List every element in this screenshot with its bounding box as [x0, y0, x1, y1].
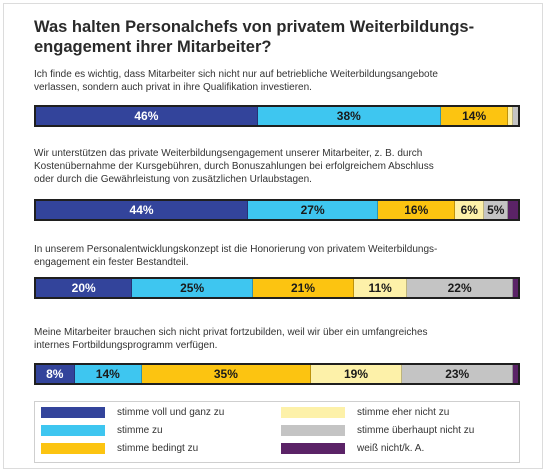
data-label: 23%: [445, 367, 469, 381]
title-line-1: Was halten Personalchefs von privatem We…: [34, 17, 534, 37]
bar-segment: [513, 107, 518, 125]
bar-segment: 46%: [36, 107, 258, 125]
legend-swatch: [281, 443, 345, 454]
legend: stimme voll und ganz zu stimme zu stimme b…: [34, 401, 520, 463]
legend-item: stimme zu: [41, 425, 163, 436]
data-label: 35%: [214, 367, 238, 381]
legend-swatch: [281, 407, 345, 418]
data-label: 46%: [134, 109, 158, 123]
question-text-line: engagement ein fester Bestandteil.: [34, 256, 524, 269]
legend-swatch: [41, 407, 105, 418]
stacked-bar: 20% 25% 21% 11% 22%: [34, 277, 520, 299]
bar-segment: 6%: [455, 201, 484, 219]
stacked-bar: 44% 27% 16% 6% 5%: [34, 199, 520, 221]
question-text-line: internes Fortbildungsprogramm verfügen.: [34, 339, 524, 352]
data-label: 14%: [462, 109, 486, 123]
bar-segment: 44%: [36, 201, 248, 219]
legend-label: stimme zu: [117, 425, 163, 436]
legend-label: stimme eher nicht zu: [357, 407, 449, 418]
bar-segment: 14%: [75, 365, 142, 383]
chart-frame: Was halten Personalchefs von privatem We…: [3, 3, 543, 469]
question-text: Ich finde es wichtig, dass Mitarbeiter s…: [34, 68, 524, 94]
legend-label: weiß nicht/k. A.: [357, 443, 424, 454]
chart-title: Was halten Personalchefs von privatem We…: [34, 17, 534, 57]
bar-segment: 21%: [253, 279, 354, 297]
data-label: 38%: [337, 109, 361, 123]
legend-item: stimme eher nicht zu: [281, 407, 449, 418]
question-text: In unserem Personalentwicklungskonzept i…: [34, 243, 524, 269]
stacked-bar: 8% 14% 35% 19% 23%: [34, 363, 520, 385]
data-label: 5%: [487, 203, 504, 217]
bar-segment: 35%: [142, 365, 311, 383]
legend-swatch: [41, 443, 105, 454]
data-label: 16%: [404, 203, 428, 217]
bar-segment: [513, 365, 518, 383]
stacked-bar: 46% 38% 14%: [34, 105, 520, 127]
question-text-line: Kostenübernahme der Kursgebühren, durch …: [34, 160, 524, 173]
question-text: Meine Mitarbeiter brauchen sich nicht pr…: [34, 326, 524, 352]
question-text-line: oder durch die Gewährleistung von zusätz…: [34, 173, 524, 186]
question-text-line: In unserem Personalentwicklungskonzept i…: [34, 243, 524, 256]
data-label: 8%: [46, 367, 63, 381]
question-text-line: Meine Mitarbeiter brauchen sich nicht pr…: [34, 326, 524, 339]
data-label: 11%: [368, 281, 391, 295]
bar-segment: 19%: [311, 365, 403, 383]
legend-label: stimme voll und ganz zu: [117, 407, 224, 418]
bar-segment: 11%: [354, 279, 407, 297]
title-line-2: engagement ihrer Mitarbeiter?: [34, 37, 534, 57]
bar-segment: 22%: [407, 279, 513, 297]
bar-segment: [513, 279, 518, 297]
data-label: 20%: [72, 281, 96, 295]
question-text: Wir unterstützen das private Weiterbildu…: [34, 147, 524, 186]
data-label: 21%: [291, 281, 315, 295]
bar-segment: 5%: [484, 201, 508, 219]
legend-item: stimme bedingt zu: [41, 443, 198, 454]
bar-segment: 38%: [258, 107, 441, 125]
question-text-line: Ich finde es wichtig, dass Mitarbeiter s…: [34, 68, 524, 81]
data-label: 19%: [344, 367, 368, 381]
bar-segment: 23%: [402, 365, 513, 383]
legend-item: stimme überhaupt nicht zu: [281, 425, 474, 436]
question-text-line: Wir unterstützen das private Weiterbildu…: [34, 147, 524, 160]
bar-segment: 8%: [36, 365, 75, 383]
legend-label: stimme überhaupt nicht zu: [357, 425, 474, 436]
data-label: 25%: [180, 281, 204, 295]
legend-swatch: [281, 425, 345, 436]
legend-item: stimme voll und ganz zu: [41, 407, 224, 418]
data-label: 6%: [461, 203, 478, 217]
bar-segment: 27%: [248, 201, 378, 219]
data-label: 44%: [130, 203, 154, 217]
question-text-line: verlassen, sondern auch privat in ihre Q…: [34, 81, 524, 94]
bar-segment: 25%: [132, 279, 253, 297]
legend-swatch: [41, 425, 105, 436]
bar-segment: [508, 201, 518, 219]
bar-segment: 20%: [36, 279, 132, 297]
data-label: 22%: [448, 281, 472, 295]
legend-label: stimme bedingt zu: [117, 443, 198, 454]
bar-segment: 14%: [441, 107, 508, 125]
bar-segment: 16%: [378, 201, 455, 219]
legend-item: weiß nicht/k. A.: [281, 443, 424, 454]
data-label: 14%: [96, 367, 120, 381]
data-label: 27%: [301, 203, 325, 217]
